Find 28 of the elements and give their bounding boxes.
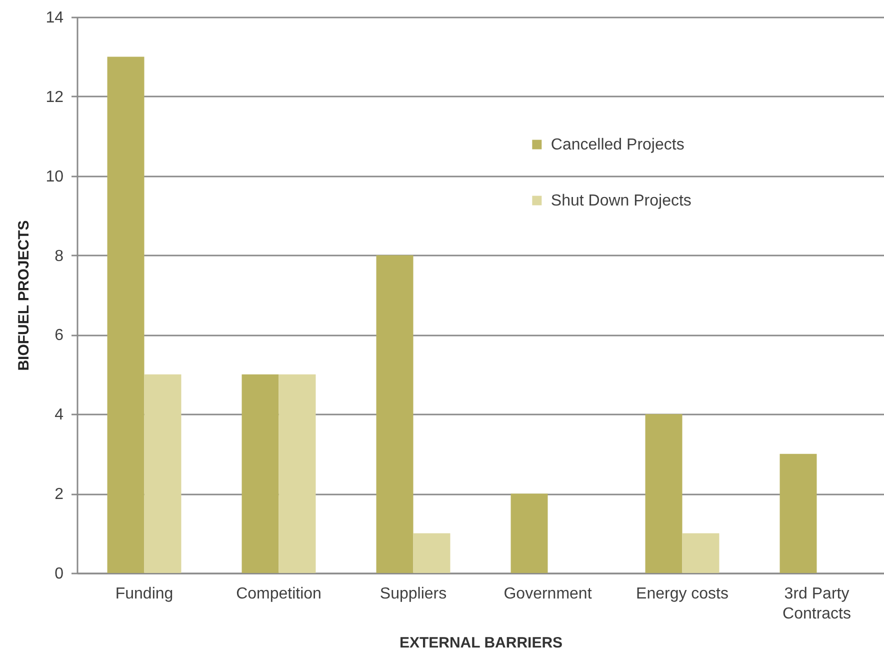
x-tick-label: Energy costs [636,586,728,602]
x-tick-label: Competition [236,586,322,602]
y-tick-label: 6 [54,327,64,344]
legend-label: Cancelled Projects [550,136,684,154]
bar [278,374,316,573]
bar [242,374,279,573]
bar [510,494,548,573]
bar [645,414,682,573]
legend-label: Shut Down Projects [550,192,692,210]
bar [107,56,144,573]
bar [376,255,414,573]
y-tick-label: 0 [54,566,64,582]
y-tick-label: 10 [46,168,64,186]
bar [413,533,450,573]
bar [682,533,720,573]
x-tick-label: Suppliers [380,586,447,602]
bar [780,454,817,573]
y-tick-label: 12 [46,88,64,106]
y-tick-label: 2 [54,486,64,504]
bar [144,374,182,573]
x-tick-label: Funding [115,586,174,602]
x-axis-title: EXTERNAL BARRIERS [399,634,563,652]
x-tick-label: Government [504,586,592,602]
y-tick-label: 14 [46,10,64,26]
x-tick-label: 3rd Party Contracts [782,586,851,622]
y-axis-title: BIOFUEL PROJECTS [16,220,33,371]
y-tick-label: 4 [54,406,64,424]
y-tick-label: 8 [54,248,64,265]
